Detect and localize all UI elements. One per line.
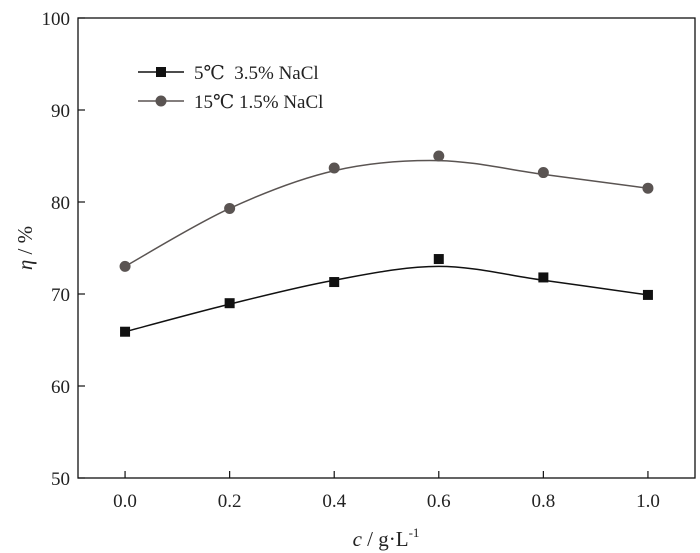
series-1-line [124,265,649,333]
y-tick-label: 80 [51,193,70,214]
legend-label: 15℃ 1.5% NaCl [194,92,323,113]
x-axis-title-sup: -1 [409,525,420,540]
x-tick-label: 0.8 [531,491,555,512]
series-2-point [224,202,236,214]
x-tick-label: 0.2 [218,491,242,512]
series-2 [119,150,654,272]
x-axis: 0.0 0.2 0.4 0.6 0.8 1.0 [113,471,660,512]
x-axis-title-unit: / g·L [362,527,409,551]
plot-frame [77,17,696,479]
series-1-point [120,326,131,337]
y-axis-title: η / % [13,226,37,270]
y-axis: 50 60 70 80 90 100 [42,9,85,490]
series-2-point [119,260,131,272]
series-2-point [642,182,654,194]
legend-label: 5℃ 3.5% NaCl [194,63,319,84]
y-axis-title-var: η [13,260,37,270]
y-tick-label: 60 [51,377,70,398]
series-2-line [124,159,649,268]
x-tick-label: 0.6 [427,491,451,512]
series-1-point [433,254,444,265]
series-2-point [433,150,445,162]
series-2-point [537,167,549,179]
x-tick-label: 1.0 [636,491,660,512]
series-1-point [329,277,340,288]
series-1 [120,254,653,337]
legend-marker [156,67,166,77]
legend: 5℃ 3.5% NaCl 15℃ 1.5% NaCl [138,63,323,113]
y-tick-label: 90 [51,101,70,122]
legend-marker [155,95,167,107]
x-axis-title: c / g·L-1 [353,525,420,551]
series-1-point [642,289,653,300]
x-axis-title-var: c [353,527,363,551]
x-tick-label: 0.4 [322,491,346,512]
x-tick-label: 0.0 [113,491,137,512]
series-1-point [224,298,235,309]
series-2-point [328,162,340,174]
series-1-point [538,272,549,283]
y-tick-label: 100 [42,9,71,30]
series-layer [119,150,654,337]
y-tick-label: 50 [51,469,70,490]
y-axis-title-unit: / % [13,226,37,260]
y-tick-label: 70 [51,285,70,306]
